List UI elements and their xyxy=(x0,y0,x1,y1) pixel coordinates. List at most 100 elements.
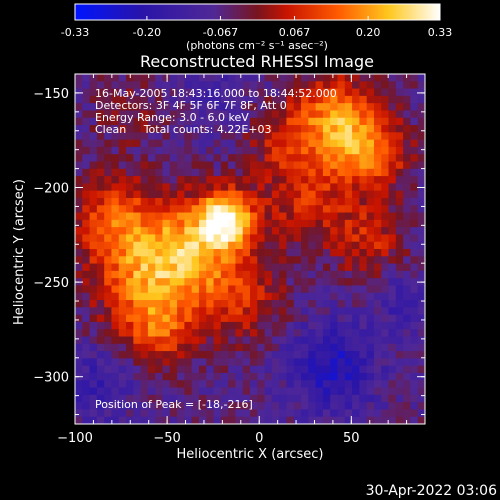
heatmap-cell xyxy=(206,190,215,199)
heatmap-cell xyxy=(330,161,339,170)
heatmap-cell xyxy=(395,95,404,104)
heatmap-cell xyxy=(373,74,382,82)
heatmap-cell xyxy=(352,132,360,141)
heatmap-cell xyxy=(140,358,149,367)
heatmap-cell xyxy=(417,117,425,126)
heatmap-cell xyxy=(198,351,207,359)
heatmap-cell xyxy=(330,197,339,206)
heatmap-cell xyxy=(228,343,237,352)
heatmap-cell xyxy=(147,263,156,272)
heatmap-cell xyxy=(213,161,222,170)
heatmap-cell xyxy=(271,176,280,184)
heatmap-cell xyxy=(82,285,91,294)
heatmap-cell xyxy=(286,387,295,396)
heatmap-cell xyxy=(373,263,382,272)
heatmap-cell xyxy=(89,139,98,148)
heatmap-cell xyxy=(198,402,207,411)
heatmap-cell xyxy=(322,292,331,301)
heatmap-cell xyxy=(213,183,222,192)
heatmap-cell xyxy=(322,409,331,418)
heatmap-cell xyxy=(133,125,142,133)
heatmap-cell xyxy=(250,416,258,424)
heatmap-cell xyxy=(184,300,193,308)
heatmap-cell xyxy=(308,234,317,243)
heatmap-cell xyxy=(133,292,142,301)
heatmap-cell xyxy=(344,416,353,424)
heatmap-cell xyxy=(75,95,83,104)
heatmap-cell xyxy=(322,88,331,97)
heatmap-cell xyxy=(198,321,207,330)
heatmap-cell xyxy=(264,278,273,287)
heatmap-cell xyxy=(388,402,397,411)
heatmap-cell xyxy=(279,132,288,141)
heatmap-cell xyxy=(279,372,288,381)
heatmap-cell xyxy=(322,380,331,389)
heatmap-cell xyxy=(184,292,193,301)
heatmap-cell xyxy=(75,380,83,389)
heatmap-cell xyxy=(206,234,215,243)
heatmap-cell xyxy=(388,234,397,243)
heatmap-cell xyxy=(403,321,412,330)
heatmap-cell xyxy=(337,219,346,228)
heatmap-cell xyxy=(177,241,185,250)
heatmap-cell xyxy=(213,278,222,287)
heatmap-cell xyxy=(191,307,200,316)
heatmap-cell xyxy=(403,227,412,236)
heatmap-cell xyxy=(381,314,390,323)
heatmap-cell xyxy=(293,365,302,374)
heatmap-cell xyxy=(403,285,412,294)
heatmap-cell xyxy=(177,161,185,170)
heatmap-cell xyxy=(373,103,382,112)
heatmap-cell xyxy=(220,227,229,236)
heatmap-cell xyxy=(279,256,288,265)
heatmap-cell xyxy=(344,168,353,177)
heatmap-cell xyxy=(126,307,134,316)
heatmap-cell xyxy=(293,110,302,119)
heatmap-cell xyxy=(89,205,98,214)
heatmap-cell xyxy=(373,300,382,308)
heatmap-cell xyxy=(337,351,346,359)
heatmap-cell xyxy=(250,314,258,323)
heatmap-cell xyxy=(155,387,164,396)
heatmap-cell xyxy=(184,219,193,228)
heatmap-cell xyxy=(169,278,178,287)
heatmap-cell xyxy=(410,154,419,163)
heatmap-cell xyxy=(75,161,83,170)
heatmap-cell xyxy=(96,227,105,236)
heatmap-cell xyxy=(279,241,288,250)
heatmap-cell xyxy=(359,416,368,424)
heatmap-cell xyxy=(206,256,215,265)
heatmap-cell xyxy=(213,300,222,308)
heatmap-cell xyxy=(191,95,200,104)
heatmap-cell xyxy=(228,321,237,330)
heatmap-cell xyxy=(169,329,178,338)
heatmap-cell xyxy=(104,168,113,177)
heatmap-cell xyxy=(96,81,105,90)
heatmap-cell xyxy=(155,372,164,381)
heatmap-cell xyxy=(286,270,295,279)
heatmap-cell xyxy=(388,285,397,294)
heatmap-cell xyxy=(177,176,185,184)
heatmap-cell xyxy=(75,270,83,279)
heatmap-cell xyxy=(118,125,127,133)
heatmap-cell xyxy=(293,117,302,126)
heatmap-cell xyxy=(191,387,200,396)
heatmap-cell xyxy=(344,219,353,228)
heatmap-cell xyxy=(373,234,382,243)
heatmap-cell xyxy=(111,372,120,381)
heatmap-cell xyxy=(388,154,397,163)
heatmap-cell xyxy=(388,351,397,359)
y-tick-label: −300 xyxy=(33,371,69,386)
heatmap-cell xyxy=(126,292,134,301)
heatmap-cell xyxy=(133,416,142,424)
heatmap-cell xyxy=(250,81,258,90)
heatmap-cell xyxy=(155,249,164,257)
heatmap-cell xyxy=(82,125,91,133)
heatmap-cell xyxy=(140,365,149,374)
heatmap-cell xyxy=(366,270,375,279)
heatmap-cell xyxy=(242,263,251,272)
heatmap-cell xyxy=(235,278,244,287)
heatmap-cell xyxy=(388,183,397,192)
heatmap-cell xyxy=(118,292,127,301)
heatmap-cell xyxy=(133,351,142,359)
